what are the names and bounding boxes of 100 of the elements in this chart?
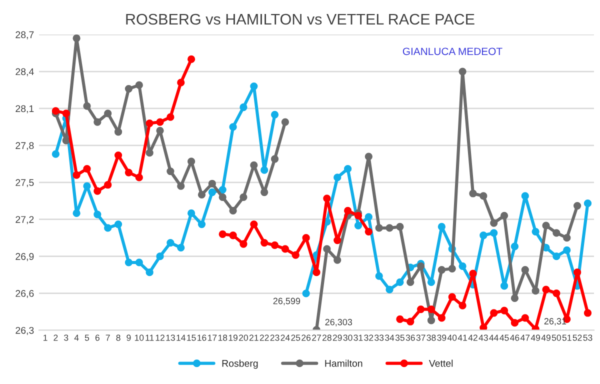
- point: [458, 68, 466, 76]
- point: [52, 150, 60, 158]
- point: [521, 192, 529, 200]
- x-tick-label: 3: [64, 334, 68, 341]
- point: [364, 228, 372, 236]
- x-tick-label: 17: [208, 334, 217, 341]
- point: [83, 102, 91, 110]
- point: [469, 270, 477, 278]
- point: [260, 166, 268, 174]
- point: [302, 290, 310, 298]
- x-tick-label: 23: [270, 334, 280, 341]
- point: [448, 293, 456, 301]
- point: [396, 278, 404, 286]
- annotation: 26,599: [273, 298, 300, 306]
- point: [323, 194, 331, 202]
- point: [542, 286, 550, 294]
- point: [396, 315, 404, 323]
- point: [417, 262, 425, 270]
- point: [250, 220, 258, 228]
- point: [573, 202, 582, 210]
- point: [270, 241, 279, 250]
- point: [166, 238, 174, 247]
- x-tick-label: 50: [552, 334, 561, 341]
- point: [354, 212, 362, 220]
- point: [584, 200, 592, 208]
- x-tick-label: 34: [384, 334, 394, 341]
- point: [270, 110, 279, 118]
- point: [218, 186, 226, 194]
- x-tick-label: 46: [510, 334, 520, 341]
- point: [364, 152, 372, 160]
- point: [480, 232, 488, 240]
- point: [146, 268, 154, 276]
- point: [114, 128, 122, 136]
- x-tick-label: 22: [260, 334, 269, 341]
- point: [427, 305, 436, 314]
- x-tick-label: 33: [374, 334, 384, 341]
- point: [250, 82, 258, 90]
- point: [124, 258, 133, 266]
- point: [72, 34, 80, 42]
- point: [552, 289, 560, 298]
- x-tick-label: 52: [572, 334, 582, 341]
- point: [187, 209, 196, 218]
- x-tick-label: 30: [343, 334, 352, 341]
- point: [292, 251, 300, 259]
- point: [208, 188, 216, 196]
- x-tick-label: 44: [489, 334, 498, 341]
- x-tick-label: 27: [312, 334, 321, 341]
- point: [177, 244, 185, 252]
- point: [198, 190, 206, 199]
- point: [510, 319, 519, 327]
- legend-label: Hamilton: [325, 360, 362, 367]
- annotation: 26,31: [544, 318, 566, 326]
- x-tick-label: 12: [156, 334, 164, 341]
- point: [166, 167, 174, 176]
- point: [490, 229, 498, 237]
- point: [135, 174, 143, 182]
- point: [83, 182, 91, 190]
- point: [334, 174, 342, 182]
- chart-title: ROSBERG vs HAMILTON vs VETTEL RACE PACE: [126, 14, 474, 25]
- point: [490, 309, 498, 317]
- point: [135, 81, 143, 89]
- point: [114, 220, 122, 228]
- y-tick-label: 26,3: [16, 326, 34, 336]
- point: [438, 266, 446, 274]
- point: [94, 187, 102, 195]
- x-tick-label: 53: [583, 334, 592, 341]
- point: [52, 107, 60, 115]
- point: [386, 286, 394, 294]
- point: [94, 118, 102, 126]
- point: [62, 110, 70, 118]
- annotation: GIANLUCA MEDEOT: [402, 48, 502, 56]
- point: [62, 136, 70, 144]
- point: [302, 234, 310, 242]
- point: [229, 232, 237, 240]
- x-tick-label: 28: [322, 334, 332, 341]
- annotation: 26,303: [325, 318, 352, 326]
- point: [218, 193, 226, 202]
- point: [448, 264, 456, 272]
- point: [480, 192, 488, 200]
- x-tick-label: 29: [332, 334, 342, 341]
- x-tick-label: 8: [116, 334, 120, 341]
- point: [458, 302, 466, 310]
- x-tick-label: 2: [54, 334, 58, 341]
- point: [83, 165, 91, 173]
- point: [521, 314, 529, 322]
- x-tick-label: 38: [426, 334, 436, 341]
- point: [354, 222, 362, 230]
- y-tick-label: 28,7: [16, 31, 34, 40]
- point: [114, 151, 122, 160]
- point: [344, 165, 352, 173]
- x-tick-label: 25: [291, 334, 300, 341]
- point: [480, 324, 488, 330]
- point: [438, 314, 446, 322]
- point: [198, 220, 206, 228]
- point: [532, 228, 540, 236]
- point: [156, 252, 164, 260]
- point: [344, 206, 352, 215]
- point: [94, 210, 102, 218]
- y-tick-label: 28,1: [16, 105, 34, 114]
- x-tick-label: 37: [416, 334, 426, 341]
